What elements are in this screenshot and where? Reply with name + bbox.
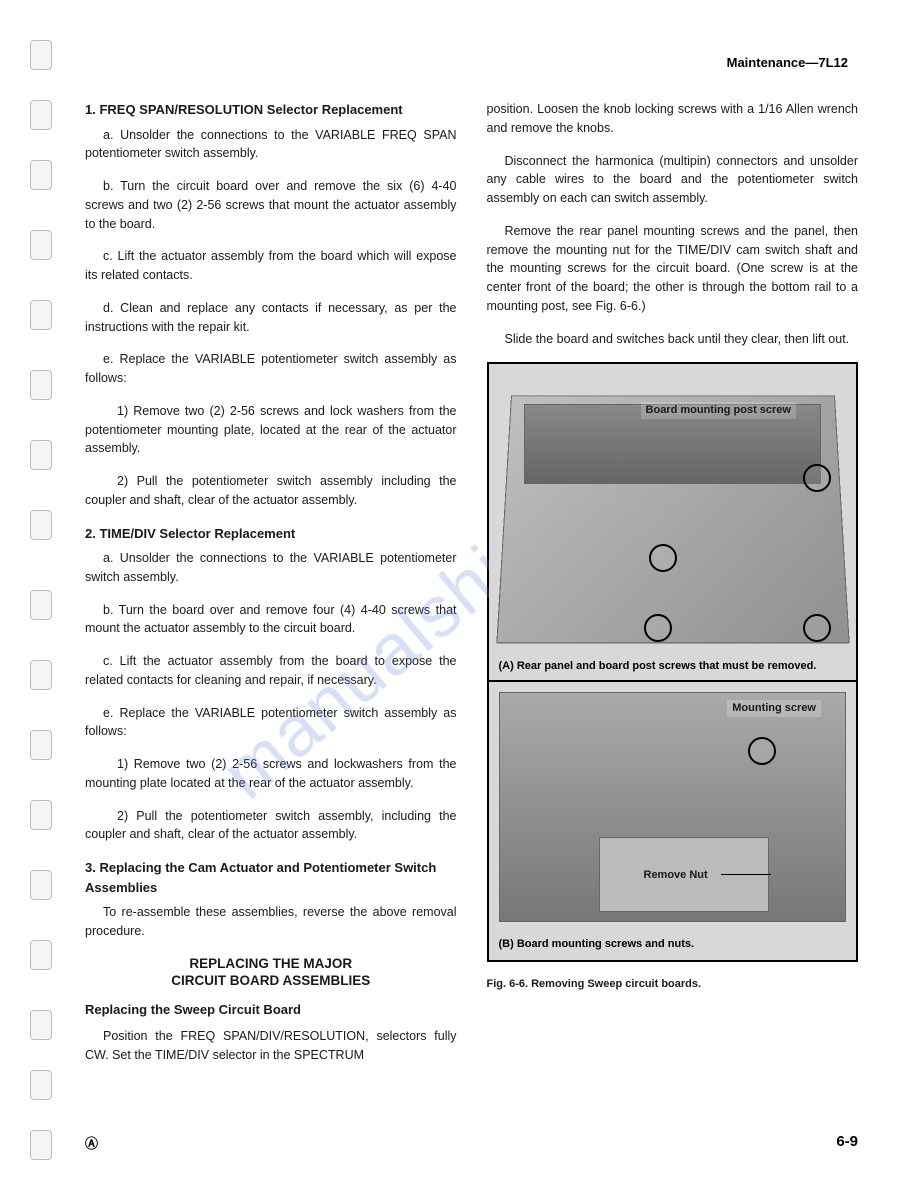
- hole: [30, 230, 52, 260]
- hole: [30, 1070, 52, 1100]
- hole: [30, 370, 52, 400]
- para: e. Replace the VARIABLE potentiometer sw…: [85, 704, 457, 742]
- hole: [30, 1130, 52, 1160]
- hole: [30, 660, 52, 690]
- arrow: [721, 874, 771, 875]
- circle-marker: [644, 614, 672, 642]
- hole: [30, 300, 52, 330]
- page-footer: Ⓐ 6-9: [85, 1133, 858, 1152]
- hole: [30, 870, 52, 900]
- figure-caption: Fig. 6-6. Removing Sweep circuit boards.: [487, 976, 859, 993]
- hole: [30, 100, 52, 130]
- sub-para: 1) Remove two (2) 2-56 screws and lockwa…: [85, 755, 457, 793]
- figure-panel-b: Mounting screw Remove Nut (B) Board moun…: [489, 682, 857, 960]
- sub-heading: Replacing the Sweep Circuit Board: [85, 1000, 457, 1020]
- para: Slide the board and switches back until …: [487, 330, 859, 349]
- para: c. Lift the actuator assembly from the b…: [85, 652, 457, 690]
- para: b. Turn the circuit board over and remov…: [85, 177, 457, 233]
- binding-holes: [30, 0, 60, 1188]
- label-board-mounting: Board mounting post screw: [641, 402, 796, 419]
- section-2-title: 2. TIME/DIV Selector Replacement: [85, 524, 457, 544]
- panel-b-caption: (B) Board mounting screws and nuts.: [499, 936, 695, 953]
- para: position. Loosen the knob locking screws…: [487, 100, 859, 138]
- hole: [30, 160, 52, 190]
- para: c. Lift the actuator assembly from the b…: [85, 247, 457, 285]
- figure-6-6: Board mounting post screw (A) Rear panel…: [487, 362, 859, 962]
- para: Disconnect the harmonica (multipin) conn…: [487, 152, 859, 208]
- hole: [30, 730, 52, 760]
- hole: [30, 440, 52, 470]
- panel-a-caption: (A) Rear panel and board post screws tha…: [499, 658, 817, 675]
- para: b. Turn the board over and remove four (…: [85, 601, 457, 639]
- section-3-title: 3. Replacing the Cam Actuator and Potent…: [85, 858, 457, 897]
- sub-para: 2) Pull the potentiometer switch assembl…: [85, 807, 457, 845]
- page-header: Maintenance—7L12: [85, 55, 858, 70]
- para: Remove the rear panel mounting screws an…: [487, 222, 859, 316]
- content-columns: 1. FREQ SPAN/RESOLUTION Selector Replace…: [85, 100, 858, 1079]
- heading-line1: REPLACING THE MAJOR: [189, 956, 352, 971]
- footer-left: Ⓐ: [85, 1133, 98, 1152]
- para: d. Clean and replace any contacts if nec…: [85, 299, 457, 337]
- circle-marker: [649, 544, 677, 572]
- hole: [30, 1010, 52, 1040]
- sub-para: 1) Remove two (2) 2-56 screws and lock w…: [85, 402, 457, 458]
- para: a. Unsolder the connections to the VARIA…: [85, 126, 457, 164]
- hole: [30, 800, 52, 830]
- label-remove-nut: Remove Nut: [639, 867, 713, 884]
- hole: [30, 510, 52, 540]
- right-column: position. Loosen the knob locking screws…: [487, 100, 859, 1079]
- hole: [30, 590, 52, 620]
- hole: [30, 940, 52, 970]
- sub-para: 2) Pull the potentiometer switch assembl…: [85, 472, 457, 510]
- footer-right: 6-9: [836, 1133, 858, 1152]
- left-column: 1. FREQ SPAN/RESOLUTION Selector Replace…: [85, 100, 457, 1079]
- figure-panel-a: Board mounting post screw (A) Rear panel…: [489, 364, 857, 682]
- section-1-title: 1. FREQ SPAN/RESOLUTION Selector Replace…: [85, 100, 457, 120]
- para: Position the FREQ SPAN/DIV/RESOLUTION, s…: [85, 1027, 457, 1065]
- document-page: manualshive.com Maintenance—7L12 1. FREQ…: [0, 0, 918, 1188]
- heading-line2: CIRCUIT BOARD ASSEMBLIES: [171, 973, 370, 988]
- label-mounting-screw: Mounting screw: [727, 700, 821, 717]
- para: a. Unsolder the connections to the VARIA…: [85, 549, 457, 587]
- hole: [30, 40, 52, 70]
- para: To re-assemble these assemblies, reverse…: [85, 903, 457, 941]
- para: e. Replace the VARIABLE potentiometer sw…: [85, 350, 457, 388]
- major-heading: REPLACING THE MAJOR CIRCUIT BOARD ASSEMB…: [85, 955, 457, 990]
